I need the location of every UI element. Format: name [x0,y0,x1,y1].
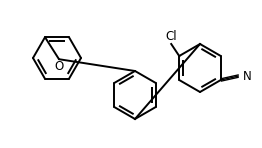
Text: N: N [243,70,252,82]
Text: Cl: Cl [165,30,177,43]
Text: O: O [54,60,64,73]
